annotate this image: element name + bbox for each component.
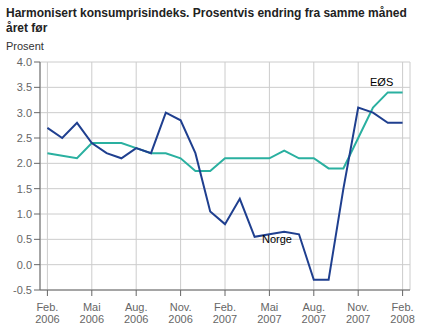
svg-text:Nov.2006: Nov.2006 xyxy=(168,301,192,324)
svg-text:0.0: 0.0 xyxy=(17,259,32,271)
svg-text:1.5: 1.5 xyxy=(17,183,32,195)
svg-text:0.5: 0.5 xyxy=(17,233,32,245)
svg-text:Mai2006: Mai2006 xyxy=(80,301,104,324)
svg-text:Feb.2006: Feb.2006 xyxy=(35,301,59,324)
svg-text:3.5: 3.5 xyxy=(17,81,32,93)
svg-text:3.0: 3.0 xyxy=(17,107,32,119)
svg-text:Aug.2006: Aug.2006 xyxy=(124,301,148,324)
svg-text:Mai2007: Mai2007 xyxy=(257,301,281,324)
html-text:Harmonisert konsumprisindeks.: Harmonisert konsumprisindeks. Prosentvis… xyxy=(6,6,407,35)
svg-text:Norge: Norge xyxy=(262,233,292,245)
svg-text:2.0: 2.0 xyxy=(17,157,32,169)
html-text:Prosent: Prosent xyxy=(6,40,44,52)
svg-text:Nov.2007: Nov.2007 xyxy=(346,301,370,324)
svg-text:2.5: 2.5 xyxy=(17,132,32,144)
svg-text:-0.5: -0.5 xyxy=(13,284,32,296)
svg-text:Feb.2008: Feb.2008 xyxy=(390,301,414,324)
svg-text:Feb.2007: Feb.2007 xyxy=(213,301,237,324)
svg-text:Aug.2007: Aug.2007 xyxy=(302,301,326,324)
svg-text:1.0: 1.0 xyxy=(17,208,32,220)
svg-text:EØS: EØS xyxy=(370,76,393,88)
svg-text:4.0: 4.0 xyxy=(17,56,32,68)
